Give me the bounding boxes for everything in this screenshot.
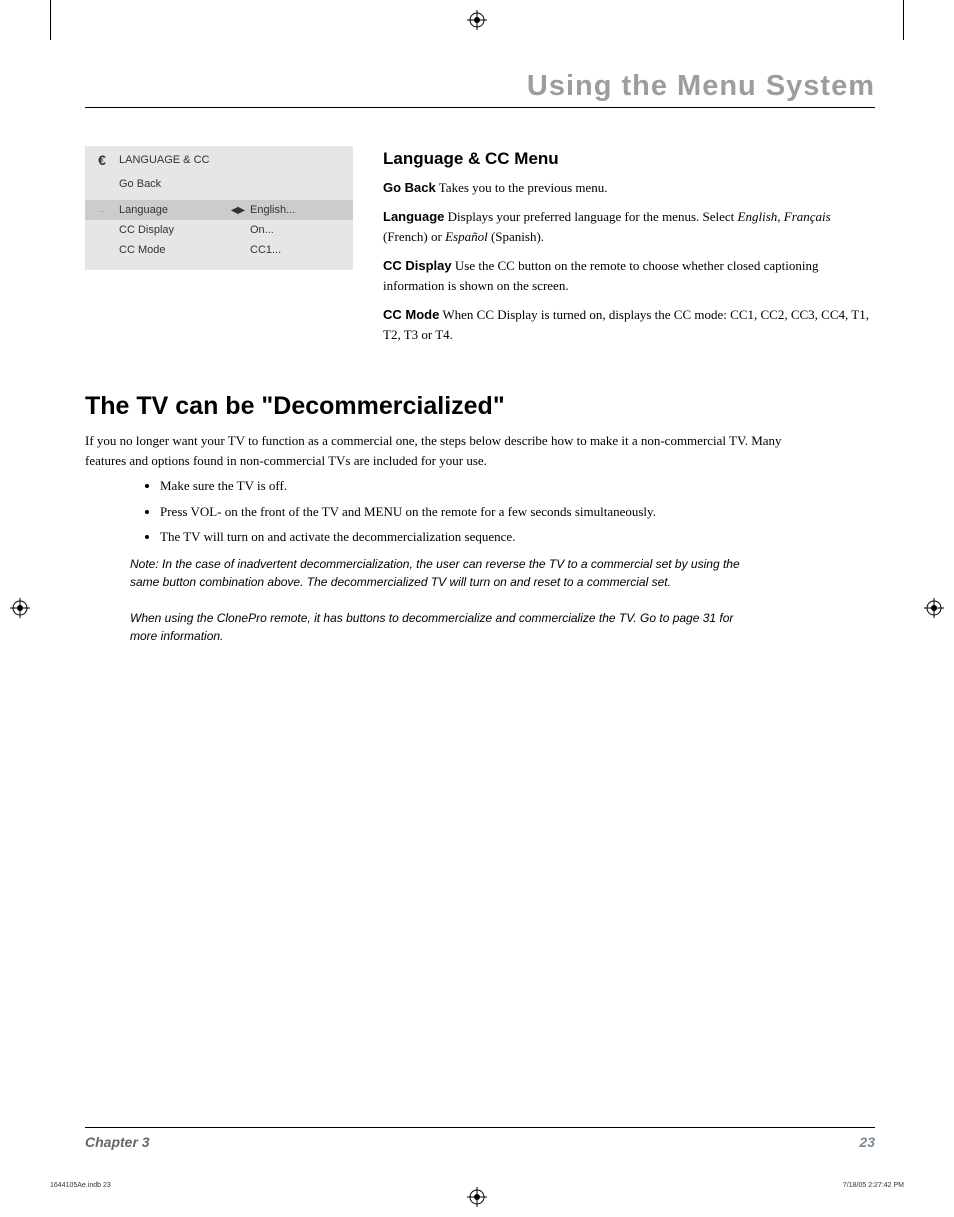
registration-mark-icon: [10, 598, 30, 618]
menu-go-back[interactable]: Go Back: [85, 174, 353, 200]
go-back-description: Go Back Takes you to the previous menu.: [383, 178, 875, 198]
language-text2: (French) or: [383, 229, 445, 244]
language-description: Language Displays your preferred languag…: [383, 207, 875, 246]
left-right-arrows-icon: ◀ ▶: [224, 205, 250, 216]
language-italic1: English, Français: [738, 209, 831, 224]
language-text3: (Spanish).: [488, 229, 544, 244]
registration-mark-icon: [467, 1187, 487, 1207]
menu-row-language[interactable]: → Language◀ ▶English...: [85, 200, 353, 220]
menu-row-cc-mode[interactable]: CC Mode CC1...: [85, 240, 353, 260]
language-cc-heading: Language & CC Menu: [383, 146, 875, 172]
crop-mark: [903, 0, 904, 40]
menu-row-label: Language: [119, 204, 224, 216]
menu-row-value: On...: [250, 224, 345, 236]
registration-mark-icon: [467, 10, 487, 30]
decommercialized-note1: Note: In the case of inadvertent decomme…: [130, 555, 750, 591]
footer-chapter: Chapter 3: [85, 1134, 150, 1150]
decommercialized-heading: The TV can be "Decommercialized": [85, 392, 875, 421]
list-item: The TV will turn on and activate the dec…: [160, 527, 750, 547]
footer-page-number: 23: [859, 1134, 875, 1150]
arrow-right-icon: →: [95, 204, 106, 216]
menu-panel-title: LANGUAGE & CC: [113, 154, 209, 166]
decommercialized-note2: When using the ClonePro remote, it has b…: [130, 609, 750, 645]
go-back-text: Takes you to the previous menu.: [436, 180, 608, 195]
menu-row-value: English...: [250, 204, 345, 216]
page-header-title: Using the Menu System: [85, 70, 875, 108]
menu-category-icon: €: [91, 152, 113, 168]
print-footer-timestamp: 7/18/05 2:27:42 PM: [843, 1182, 904, 1189]
list-item: Make sure the TV is off.: [160, 476, 750, 496]
language-cc-menu-panel: € LANGUAGE & CC Go Back → Language◀ ▶Engl…: [85, 146, 353, 270]
list-item: Press VOL- on the front of the TV and ME…: [160, 502, 750, 522]
cc-display-description: CC Display Use the CC button on the remo…: [383, 256, 875, 295]
menu-row-label: CC Mode: [119, 244, 224, 256]
language-text1: Displays your preferred language for the…: [444, 209, 737, 224]
decommercialized-steps: Make sure the TV is off. Press VOL- on th…: [160, 476, 750, 547]
menu-row-cc-display[interactable]: CC Display On...: [85, 220, 353, 240]
menu-go-back-label: Go Back: [119, 178, 161, 190]
go-back-term: Go Back: [383, 180, 436, 195]
cc-mode-description: CC Mode When CC Display is turned on, di…: [383, 305, 875, 344]
menu-row-label: CC Display: [119, 224, 224, 236]
crop-mark: [50, 0, 51, 40]
registration-mark-icon: [924, 598, 944, 618]
cc-display-term: CC Display: [383, 258, 452, 273]
print-footer-filename: 1644105Ae.indb 23: [50, 1182, 111, 1189]
language-term: Language: [383, 209, 444, 224]
language-italic2: Español: [445, 229, 488, 244]
cc-mode-text: When CC Display is turned on, displays t…: [383, 307, 869, 342]
menu-row-value: CC1...: [250, 244, 345, 256]
decommercialized-intro: If you no longer want your TV to functio…: [85, 431, 805, 470]
cc-mode-term: CC Mode: [383, 307, 439, 322]
